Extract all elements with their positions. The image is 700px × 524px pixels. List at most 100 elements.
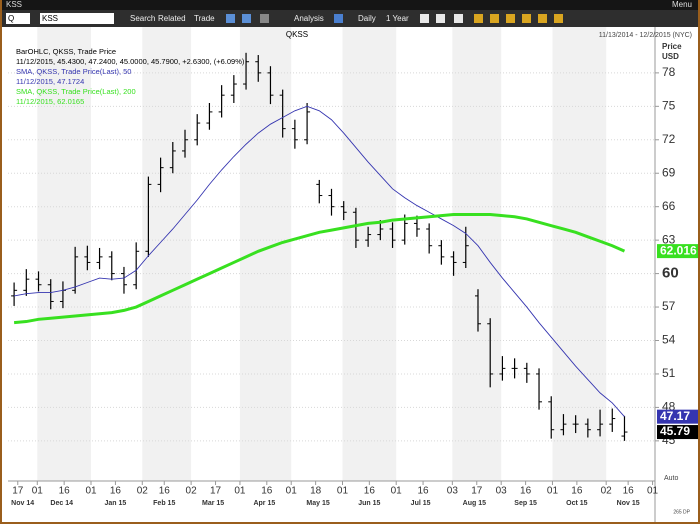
legend-info: 11/12/2015, 47.1724 <box>16 77 84 86</box>
y-tick-label: 51 <box>662 366 676 380</box>
legend-name: SMA, QKSS, Trade Price(Last), 200 <box>16 87 136 96</box>
month-label: Nov 15 <box>617 500 640 507</box>
y-tick-label: 60 <box>662 265 679 282</box>
icon[interactable] <box>226 14 235 23</box>
x-tick-label: 02 <box>137 486 149 497</box>
menu-button[interactable]: Menu <box>671 0 692 9</box>
last-value-label: 45.79 <box>660 424 690 438</box>
legend-info: 11/12/2015, 45.4300, 47.2400, 45.0000, 4… <box>16 57 245 66</box>
icon[interactable] <box>454 14 463 23</box>
month-label: Jul 15 <box>411 500 431 507</box>
last-value-box <box>657 425 698 440</box>
x-tick-label: 01 <box>337 486 349 497</box>
y-tick-label: 69 <box>662 165 676 179</box>
sma-line <box>14 105 625 417</box>
y-unit: USD <box>662 52 679 61</box>
x-tick-label: 01 <box>547 486 559 497</box>
month-band <box>342 27 397 481</box>
sma-line <box>13 212 626 325</box>
x-tick-label: 02 <box>601 486 613 497</box>
month-label: Jun 15 <box>358 500 380 507</box>
month-band <box>452 27 502 481</box>
y-tick-label: 72 <box>662 132 676 146</box>
x-tick-label: 01 <box>85 486 97 497</box>
x-tick-label: 01 <box>286 486 298 497</box>
y-label: Price <box>662 42 682 51</box>
chart-title: QKSS <box>286 30 308 39</box>
y-tick-label: 78 <box>662 65 676 79</box>
chart: QKSS 11/13/2014 - 12/2/2015 (NYC) Price … <box>2 27 698 522</box>
chart-subtitle: 11/13/2014 - 12/2/2015 (NYC) <box>599 32 692 39</box>
icon[interactable] <box>260 14 269 23</box>
auto-button[interactable]: Auto <box>664 475 679 482</box>
month-label: May 15 <box>306 500 329 507</box>
icon[interactable] <box>554 14 563 23</box>
month-label: Aug 15 <box>463 500 486 507</box>
toolbar-item[interactable]: 1 Year <box>386 14 409 23</box>
x-tick-label: 17 <box>12 486 24 497</box>
toolbar-item[interactable]: Related <box>158 14 186 23</box>
icon[interactable] <box>506 14 515 23</box>
x-tick-label: 03 <box>447 486 459 497</box>
month-label: Mar 15 <box>202 500 224 507</box>
symbol-prefix[interactable]: Q <box>6 13 30 24</box>
window-title: KSS <box>6 0 23 9</box>
toolbar: Q KSS Search Related Trade Analysis Dail… <box>2 10 698 27</box>
x-tick-label: 02 <box>186 486 198 497</box>
month-band <box>37 27 92 481</box>
x-tick-label: 01 <box>32 486 44 497</box>
icon[interactable] <box>538 14 547 23</box>
x-tick-label: 16 <box>520 486 532 497</box>
x-tick-label: 16 <box>110 486 122 497</box>
y-tick-label: 75 <box>662 99 676 113</box>
legend-name: BarOHLC, QKSS, Trade Price <box>16 47 116 56</box>
title-bar: KSS Menu <box>2 0 698 10</box>
x-tick-label: 16 <box>571 486 583 497</box>
month-band <box>239 27 292 481</box>
toolbar-item[interactable]: Search <box>130 14 156 23</box>
x-tick-label: 03 <box>496 486 508 497</box>
legend-name: SMA, QKSS, Trade Price(Last), 50 <box>16 67 131 76</box>
x-tick-label: 16 <box>623 486 635 497</box>
last-value-box <box>657 409 698 424</box>
symbol-input[interactable]: KSS <box>40 13 114 24</box>
x-tick-label: 16 <box>59 486 71 497</box>
x-tick-label: 18 <box>310 486 322 497</box>
x-tick-label: 16 <box>261 486 273 497</box>
icon[interactable] <box>522 14 531 23</box>
x-tick-label: 17 <box>471 486 483 497</box>
y-tick-label: 54 <box>662 333 676 347</box>
toolbar-item[interactable]: Daily <box>358 14 376 23</box>
x-tick-label: 01 <box>647 486 659 497</box>
month-label: Feb 15 <box>153 500 175 507</box>
y-tick-label: 57 <box>662 299 676 313</box>
icon[interactable] <box>334 14 343 23</box>
month-label: Apr 15 <box>253 500 275 507</box>
x-tick-label: 16 <box>364 486 376 497</box>
last-value-label: 47.17 <box>660 409 690 423</box>
x-tick-label: 16 <box>417 486 429 497</box>
toolbar-item[interactable]: Trade <box>194 14 215 23</box>
legend-info: 11/12/2015, 62.0165 <box>16 97 84 106</box>
month-label: Oct 15 <box>566 500 588 507</box>
icon[interactable] <box>242 14 251 23</box>
x-tick-label: 01 <box>234 486 246 497</box>
toolbar-item[interactable]: Analysis <box>294 14 324 23</box>
icon[interactable] <box>420 14 429 23</box>
icon[interactable] <box>490 14 499 23</box>
month-label: Dec 14 <box>50 500 73 507</box>
y-tick-label: 63 <box>662 232 676 246</box>
last-value-label: 62.016 <box>660 243 697 257</box>
data-points: 265 DP <box>673 509 690 515</box>
month-label: Sep 15 <box>514 500 537 507</box>
month-label: Jan 15 <box>105 500 127 507</box>
month-band <box>552 27 607 481</box>
x-tick-label: 16 <box>159 486 171 497</box>
last-value-box <box>657 244 698 259</box>
x-tick-label: 01 <box>391 486 403 497</box>
y-tick-label: 66 <box>662 199 676 213</box>
icon[interactable] <box>474 14 483 23</box>
icon[interactable] <box>436 14 445 23</box>
x-tick-label: 17 <box>210 486 222 497</box>
